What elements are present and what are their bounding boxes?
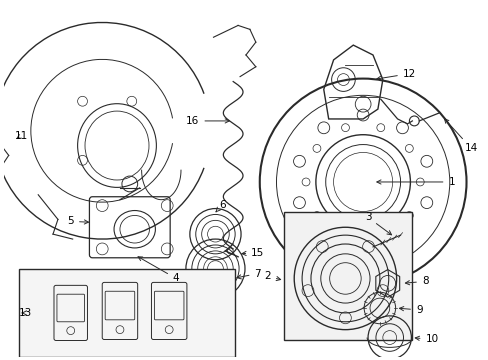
Text: 9: 9: [399, 305, 422, 315]
Text: 8: 8: [405, 276, 427, 287]
Text: 7: 7: [237, 269, 261, 279]
Text: 1: 1: [376, 177, 454, 187]
Text: 12: 12: [376, 69, 415, 80]
Text: 4: 4: [138, 257, 179, 283]
Text: 6: 6: [216, 199, 225, 212]
Text: 5: 5: [67, 216, 88, 226]
Text: 14: 14: [444, 119, 477, 153]
Bar: [19, 269, 235, 357]
Text: 15: 15: [242, 248, 264, 258]
Text: 10: 10: [414, 334, 438, 345]
Text: 11: 11: [15, 131, 28, 141]
Text: 16: 16: [186, 116, 229, 126]
Text: 3: 3: [364, 212, 391, 235]
Text: 2: 2: [264, 271, 280, 282]
Bar: [284, 212, 411, 339]
Text: 13: 13: [19, 308, 32, 318]
